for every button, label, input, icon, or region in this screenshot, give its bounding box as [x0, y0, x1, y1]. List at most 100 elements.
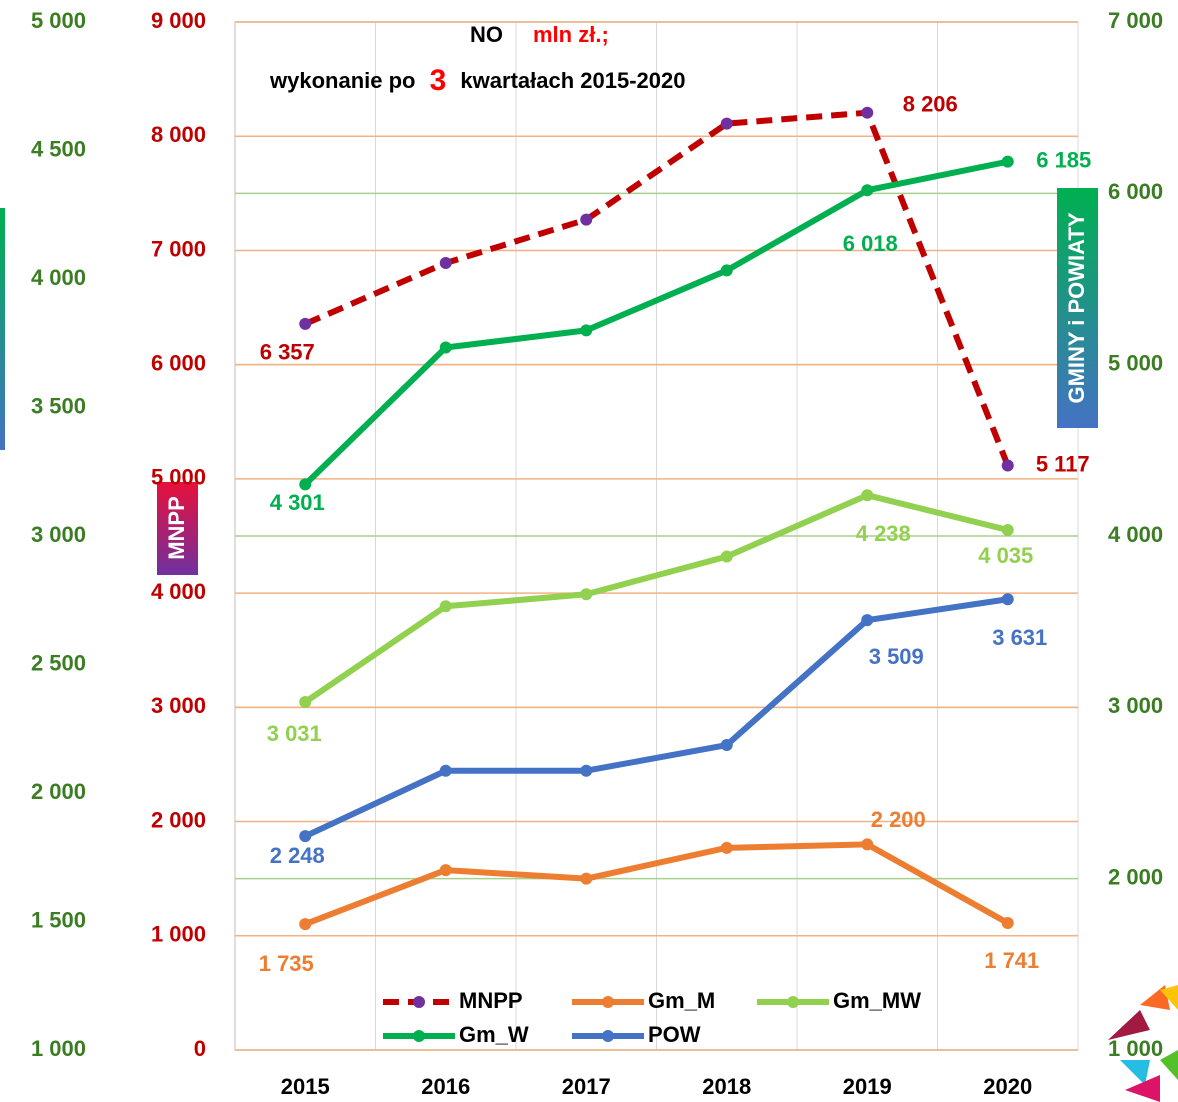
marker [580, 872, 593, 885]
marker [299, 317, 312, 330]
logo [1108, 985, 1178, 1102]
marker [861, 106, 874, 119]
marker [439, 600, 452, 613]
series-line [304, 841, 1010, 927]
data-label: 2 248 [270, 843, 325, 868]
x-tick-label: 2019 [843, 1074, 892, 1099]
y-tick-label: 2 000 [151, 807, 206, 832]
y-tick-label: 9 000 [151, 8, 206, 33]
marker [720, 264, 733, 277]
marker [439, 257, 452, 270]
data-label: 2 200 [871, 807, 926, 832]
marker [299, 918, 312, 931]
x-tick-label: 2018 [702, 1074, 751, 1099]
legend-marker [787, 996, 799, 1008]
marker [1001, 917, 1014, 930]
marker [439, 864, 452, 877]
chart-subtitle: wykonanie po 3 kwartałach 2015-2020 [269, 64, 685, 97]
data-label: 6 185 [1036, 147, 1091, 172]
subtitle-part: kwartałach 2015-2020 [460, 68, 685, 93]
legend-marker [602, 1030, 614, 1042]
y2-tick-label: 6 000 [1108, 179, 1163, 204]
subtitle-part: wykonanie po [269, 68, 415, 93]
data-label: 3 031 [267, 721, 322, 746]
subtitle-part: 3 [430, 64, 447, 97]
x-tick-label: 2017 [562, 1074, 611, 1099]
y2-tick-label: 1 000 [1108, 1036, 1163, 1061]
marker [580, 324, 593, 337]
y3-tick-label: 3 500 [31, 393, 86, 418]
y2-tick-label: 2 000 [1108, 864, 1163, 889]
data-label: 3 509 [869, 644, 924, 669]
y-tick-label: 3 000 [151, 693, 206, 718]
marker [299, 478, 312, 491]
marker [861, 838, 874, 851]
badge [1057, 188, 1098, 428]
marker [1001, 524, 1014, 537]
marker [861, 614, 874, 627]
marker [1001, 593, 1014, 606]
x-tick-label: 2020 [983, 1074, 1032, 1099]
y3-tick-label: 1 000 [31, 1036, 86, 1061]
marker [720, 739, 733, 752]
y-tick-label: 8 000 [151, 122, 206, 147]
x-tick-label: 2015 [281, 1074, 330, 1099]
data-label: 4 238 [856, 521, 911, 546]
marker [439, 341, 452, 354]
legend-marker [413, 1030, 425, 1042]
series-line [304, 109, 1011, 467]
right-badge: GMINY i POWIATY [1064, 212, 1089, 403]
side-bar [0, 208, 5, 450]
legend-label: Gm_M [648, 988, 715, 1013]
y3-tick-label: 5 000 [31, 8, 86, 33]
y3-tick-label: 4 500 [31, 136, 86, 161]
data-label: 3 631 [992, 625, 1047, 650]
marker [299, 830, 312, 843]
y-tick-label: 6 000 [151, 350, 206, 375]
marker [720, 117, 733, 130]
y-tick-label: 1 000 [151, 922, 206, 947]
marker [580, 213, 593, 226]
y3-tick-label: 3 000 [31, 522, 86, 547]
y3-tick-label: 2 000 [31, 779, 86, 804]
chart-title-unit: mln zł.; [533, 22, 609, 47]
legend-label: POW [648, 1022, 701, 1047]
y2-tick-label: 4 000 [1108, 522, 1163, 547]
data-label: 6 018 [843, 231, 898, 256]
data-label: 5 117 [1036, 451, 1090, 476]
y3-tick-label: 2 500 [31, 650, 86, 675]
y-tick-label: 0 [194, 1036, 206, 1061]
legend-label: Gm_MW [833, 988, 921, 1013]
legend-label: MNPP [459, 988, 523, 1013]
badge [157, 482, 198, 575]
legend-marker [413, 996, 425, 1008]
legend-marker [602, 996, 614, 1008]
plot: 6 357 8 206 5 117 1 735 2 200 1 741 3 031 4 238… [259, 92, 1092, 976]
data-label: 1 741 [984, 948, 1039, 973]
marker [861, 184, 874, 197]
x-tick-label: 2016 [421, 1074, 470, 1099]
data-label: 1 735 [259, 951, 314, 976]
y3-tick-label: 1 500 [31, 907, 86, 932]
marker [720, 841, 733, 854]
data-label: 6 357 [260, 340, 315, 365]
series-line [303, 492, 1009, 705]
y-tick-label: 4 000 [151, 579, 206, 604]
marker [1001, 459, 1014, 472]
y2-tick-label: 3 000 [1108, 693, 1163, 718]
marker [861, 489, 874, 502]
y-tick-label: 5 000 [151, 465, 206, 490]
data-label: 4 035 [978, 543, 1033, 568]
left-badge: MNPP [164, 496, 189, 560]
y2-tick-label: 5 000 [1108, 350, 1163, 375]
marker [439, 764, 452, 777]
series-line [303, 596, 1009, 839]
y2-tick-label: 7 000 [1108, 8, 1163, 33]
chart-title: NO [470, 22, 503, 47]
data-label: 4 301 [270, 490, 325, 515]
legend-label: Gm_W [459, 1022, 529, 1047]
marker [580, 764, 593, 777]
data-label: 8 206 [903, 92, 958, 117]
y3-tick-label: 4 000 [31, 265, 86, 290]
